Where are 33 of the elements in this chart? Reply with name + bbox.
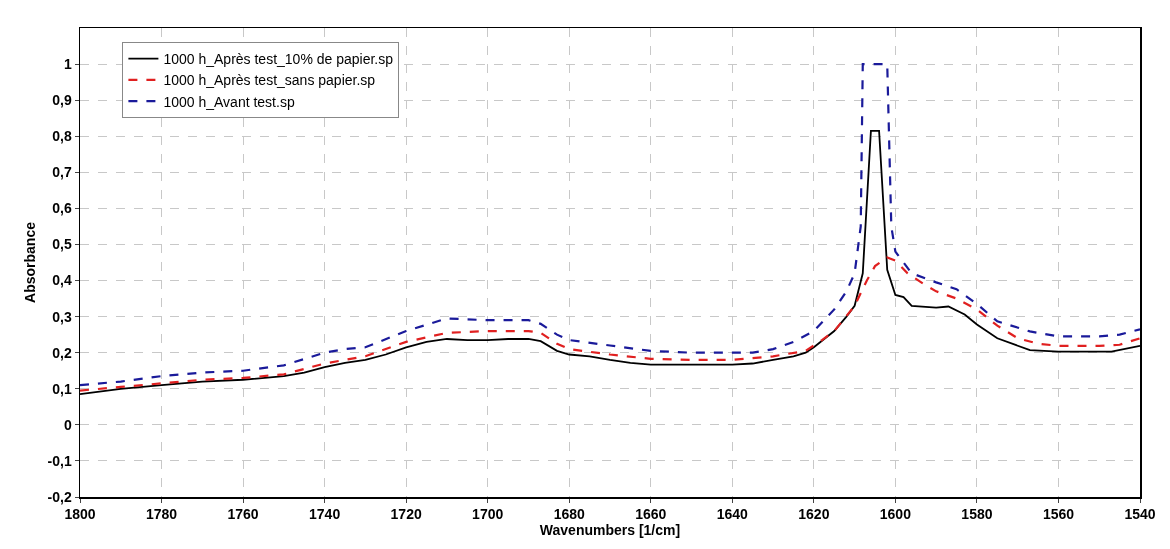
x-tick-label: 1620 <box>798 506 830 523</box>
x-tick-label: 1780 <box>145 506 178 523</box>
x-tick-label: 1540 <box>1124 506 1156 523</box>
line-series <box>80 256 1140 392</box>
x-axis-title: Wavenumbers [1/cm] <box>539 522 681 539</box>
y-tick-label: 0,1 <box>52 380 72 397</box>
x-tick-label: 1640 <box>716 506 749 523</box>
y-tick-label: 0,5 <box>52 236 72 253</box>
y-tick-label: 0,6 <box>52 200 72 217</box>
legend-label: 1000 h_Après test_sans papier.sp <box>163 72 376 89</box>
x-tick-label: 1600 <box>879 506 912 523</box>
y-tick-label: 0,7 <box>52 164 72 181</box>
y-axis-title: Absorbance <box>22 221 39 303</box>
y-tick-label: 0,3 <box>52 308 72 325</box>
x-tick-label: 1680 <box>553 506 586 523</box>
y-tick-label: 0,4 <box>52 272 72 289</box>
x-tick-label: 1760 <box>227 506 259 523</box>
y-tick-label: 0 <box>63 416 72 433</box>
y-tick-label: 0,9 <box>52 92 72 109</box>
x-tick-label: 1660 <box>635 506 667 523</box>
y-tick-label: 0,2 <box>52 344 72 361</box>
x-tick-label: 1800 <box>64 506 96 523</box>
x-tick-label: 1700 <box>472 506 504 523</box>
y-tick-label: 0,8 <box>52 128 72 145</box>
y-tick-label: -0,1 <box>47 452 72 469</box>
x-tick-label: 1720 <box>390 506 422 523</box>
legend-label: 1000 h_Après test_10% de papier.sp <box>163 51 394 68</box>
x-tick-label: 1560 <box>1042 506 1075 523</box>
y-tick-label: -0,2 <box>47 488 72 505</box>
x-tick-label: 1740 <box>309 506 341 523</box>
x-tick-label: 1580 <box>961 506 993 523</box>
y-tick-label: 1 <box>63 55 72 72</box>
legend-label: 1000 h_Avant test.sp <box>163 93 295 110</box>
